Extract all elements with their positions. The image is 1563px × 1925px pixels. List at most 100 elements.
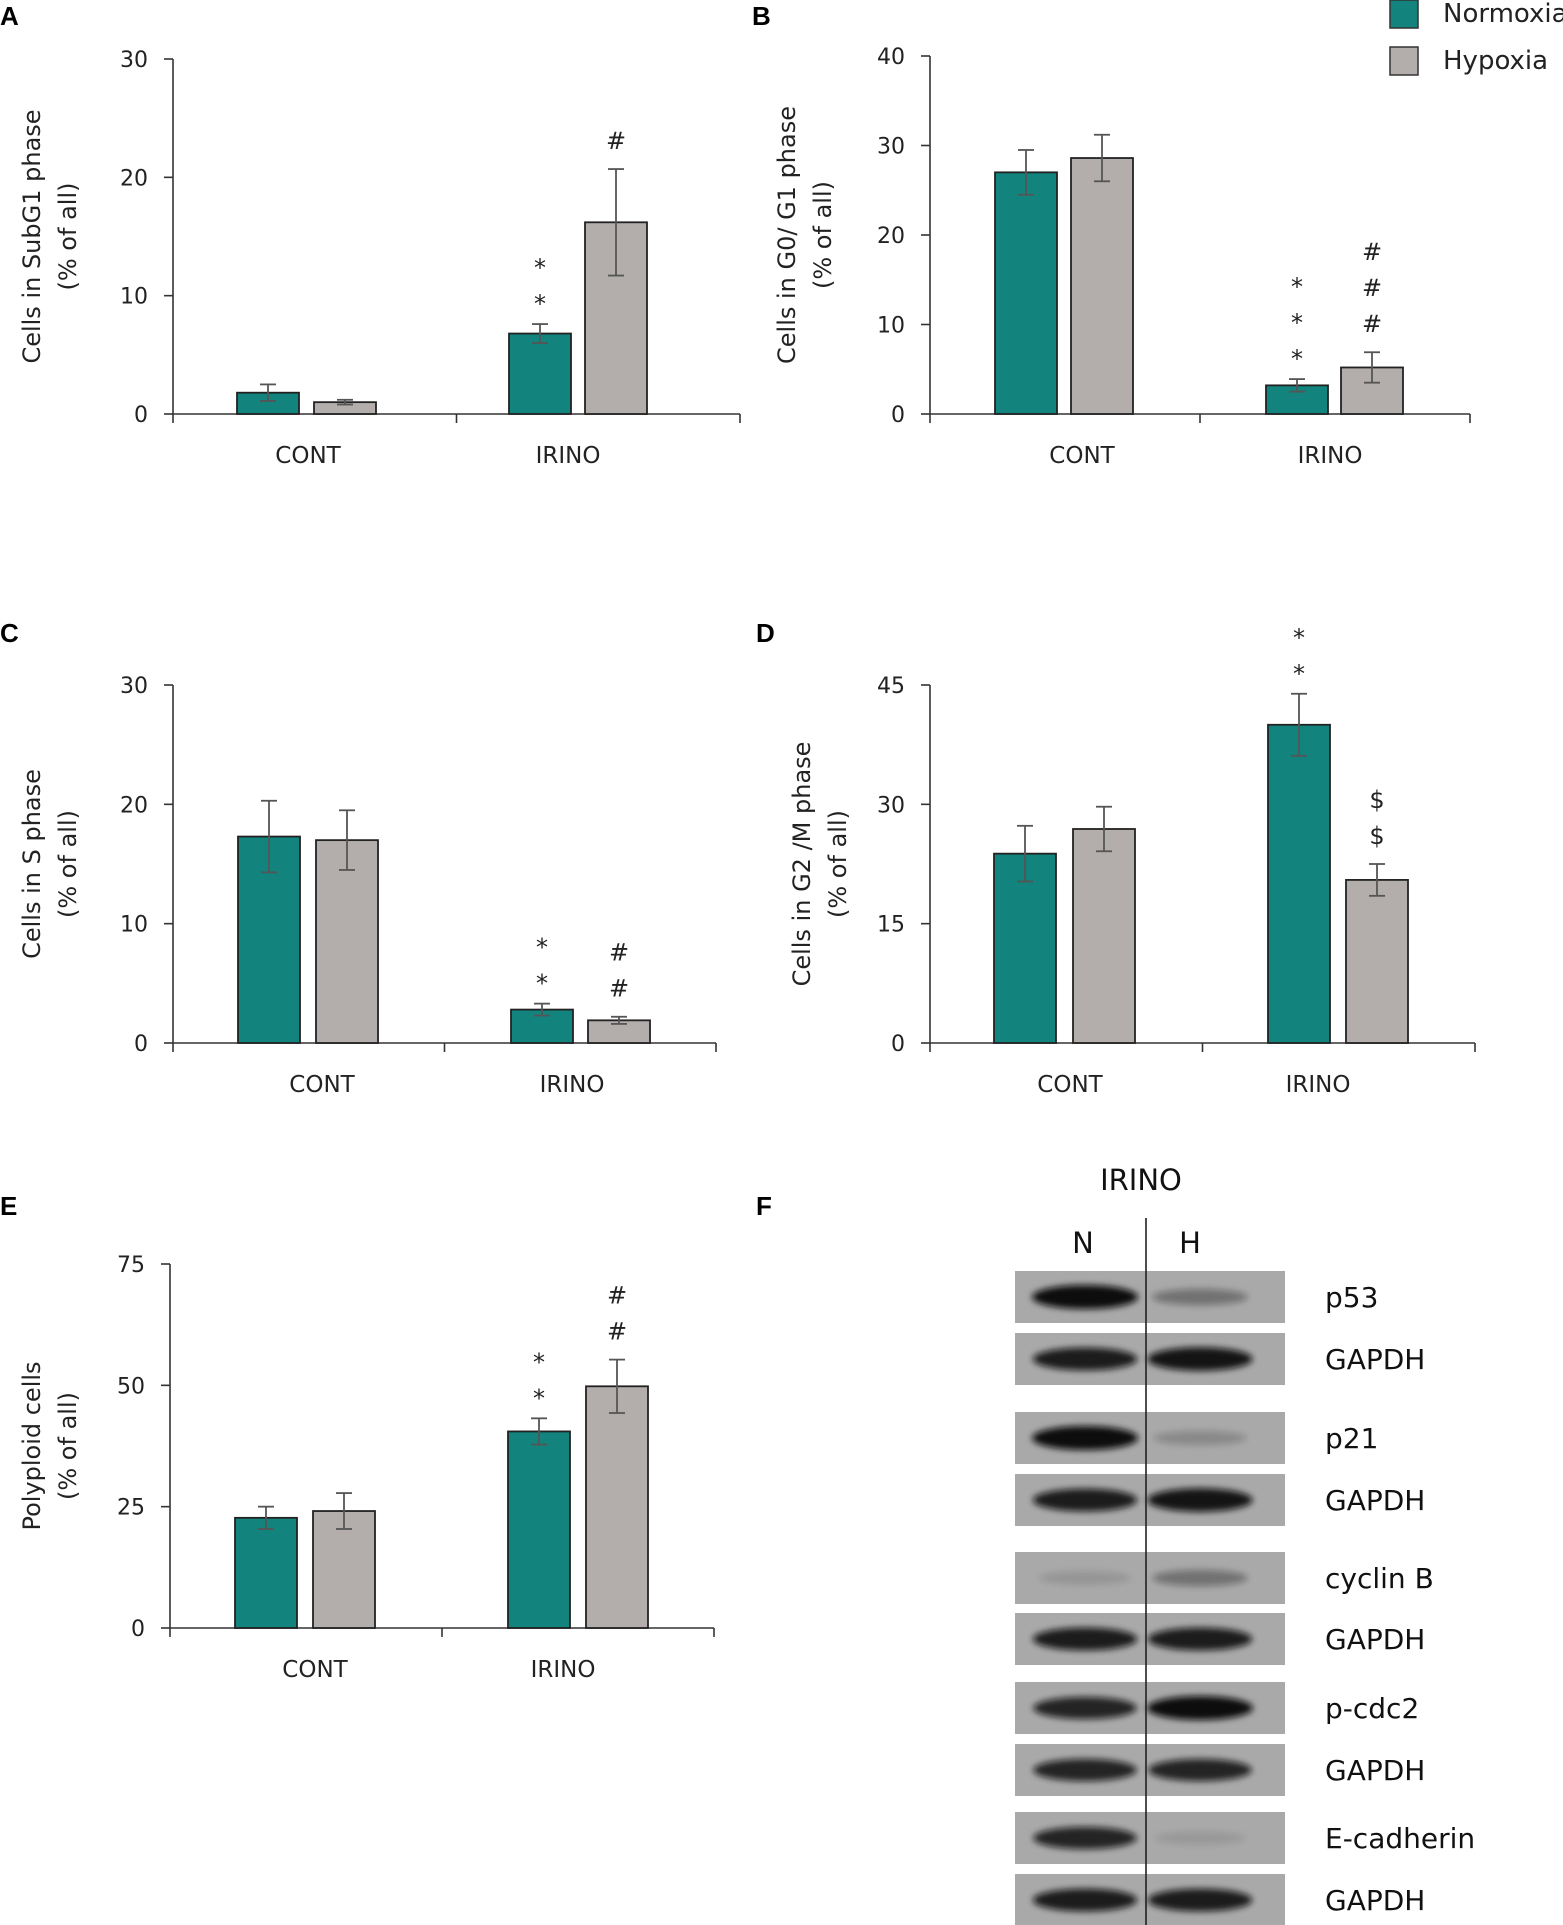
y-tick-label: 40 (877, 45, 905, 70)
chart-g2-m-phase: 0 15 30 45 Cells in G2 /M phase (% of all) CON… (788, 624, 1476, 1098)
significance-mark: * (536, 934, 548, 962)
blot-band (1148, 1758, 1252, 1782)
y-tick-label: 30 (877, 793, 905, 818)
category-label: IRINO (536, 443, 601, 469)
legend-label-normoxia: Normoxia (1443, 0, 1563, 29)
significance-mark: * (1291, 309, 1303, 337)
blot-band (1147, 1627, 1253, 1651)
bar-normoxia-cont (993, 852, 1057, 1044)
bar-hypoxia-cont (315, 839, 379, 1044)
blot-band (1033, 1826, 1137, 1850)
significance-mark: * (536, 970, 548, 998)
y-axis-label-units: (% of all) (809, 181, 837, 289)
chart-s-phase: 0 10 20 30 Cells in S phase (% of all) CONT IRI… (18, 674, 717, 1098)
blot-band (1153, 1430, 1247, 1446)
blot-strips: p53 GAPDH p21 GAPDH cyclin B GAPDH p-cdc2 GAPDH… (1015, 1271, 1475, 1925)
y-tick-label: 10 (120, 913, 148, 938)
blot-band (1032, 1888, 1138, 1912)
blot-label-protein: p53 (1325, 1281, 1378, 1314)
panel-letter-b: B (752, 1, 771, 31)
bar-hypoxia-irino (585, 1385, 649, 1629)
blot-label-control: GAPDH (1325, 1484, 1425, 1517)
blot-label-control: GAPDH (1325, 1884, 1425, 1917)
significance-mark: # (609, 975, 629, 1003)
significance-mark: # (609, 939, 629, 967)
blot-band (1033, 1758, 1137, 1782)
y-tick-label: 0 (134, 1032, 148, 1057)
bar-hypoxia-cont (312, 1510, 376, 1629)
category-label: IRINO (1286, 1072, 1351, 1098)
y-tick-label: 25 (117, 1496, 145, 1521)
y-axis-label: Cells in S phase (18, 769, 46, 959)
significance-mark: $ (1369, 786, 1384, 814)
y-axis-label-units: (% of all) (54, 810, 82, 918)
legend: Normoxia Hypoxia (1389, 0, 1563, 76)
bar-hypoxia-cont (1072, 828, 1136, 1044)
y-axis-label-units: (% of all) (824, 810, 852, 918)
y-tick-label: 10 (120, 285, 148, 310)
category-label: IRINO (1298, 443, 1363, 469)
significance-mark: # (607, 1318, 627, 1346)
category-label: CONT (1037, 1072, 1103, 1098)
y-tick-label: 50 (117, 1374, 145, 1399)
y-tick-label: 30 (120, 674, 148, 699)
bar-normoxia-cont (234, 1516, 298, 1629)
chart-subg1-phase: 0 10 20 30 Cells in SubG1 phase (% of all) CON… (18, 48, 741, 469)
legend-label-hypoxia: Hypoxia (1443, 46, 1548, 76)
significance-mark: * (534, 290, 546, 318)
category-label: CONT (275, 443, 341, 469)
blot-band (1147, 1488, 1253, 1512)
blot-band (1032, 1627, 1138, 1651)
category-label: CONT (1049, 443, 1115, 469)
bar-hypoxia-cont (1070, 157, 1134, 415)
blot-label-control: GAPDH (1325, 1343, 1425, 1376)
y-tick-label: 30 (877, 135, 905, 160)
blot-band (1154, 1831, 1246, 1845)
y-axis-label: Cells in G0/ G1 phase (773, 106, 801, 364)
blot-label-protein: p21 (1325, 1422, 1378, 1455)
blot-treatment-label: IRINO (1100, 1163, 1182, 1197)
significance-mark: # (1362, 274, 1382, 302)
y-tick-label: 0 (134, 403, 148, 428)
blot-band (1152, 1569, 1248, 1587)
blot-lane-n: N (1072, 1226, 1094, 1260)
y-tick-label: 30 (120, 48, 148, 73)
panel-letter-f: F (756, 1191, 772, 1221)
significance-mark: # (1362, 310, 1382, 338)
y-tick-label: 10 (877, 314, 905, 339)
y-axis-label-units: (% of all) (54, 183, 82, 291)
y-axis-label: Cells in SubG1 phase (18, 109, 46, 363)
panel-letter-c: C (0, 618, 19, 648)
blot-band (1032, 1285, 1138, 1309)
category-label: CONT (289, 1072, 355, 1098)
legend-swatch-hypoxia (1389, 46, 1419, 76)
blot-band (1147, 1888, 1253, 1912)
y-tick-label: 0 (131, 1617, 145, 1642)
category-label: CONT (282, 1657, 348, 1683)
significance-mark: * (533, 1384, 545, 1412)
blot-band (1147, 1696, 1253, 1720)
y-tick-label: 15 (877, 913, 905, 938)
significance-mark: $ (1369, 822, 1384, 850)
panel-letter-d: D (756, 618, 775, 648)
y-axis-label-units: (% of all) (54, 1392, 82, 1500)
significance-mark: # (607, 1282, 627, 1310)
panel-letter-e: E (0, 1191, 17, 1221)
bar-hypoxia-irino (1345, 879, 1409, 1044)
bar-normoxia-irino (1267, 723, 1331, 1044)
blot-band (1147, 1347, 1253, 1371)
blot-label-control: GAPDH (1325, 1623, 1425, 1656)
significance-mark: * (1293, 624, 1305, 652)
legend-swatch-normoxia (1389, 0, 1419, 29)
significance-mark: * (533, 1348, 545, 1376)
blot-band (1032, 1426, 1138, 1450)
y-tick-label: 20 (877, 224, 905, 249)
y-axis-label: Polyploid cells (18, 1361, 46, 1530)
blot-band (1032, 1488, 1138, 1512)
significance-mark: * (1293, 660, 1305, 688)
significance-mark: * (534, 254, 546, 282)
y-tick-label: 0 (891, 403, 905, 428)
blot-band (1033, 1696, 1137, 1720)
